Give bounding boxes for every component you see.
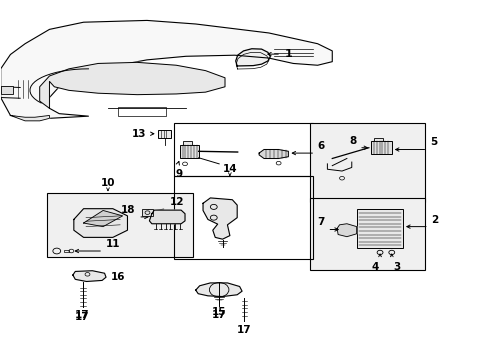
Text: 4: 4 — [370, 262, 378, 272]
Polygon shape — [235, 49, 270, 66]
Text: 10: 10 — [101, 178, 115, 188]
Text: 5: 5 — [429, 137, 436, 147]
Text: 17: 17 — [211, 310, 226, 320]
Bar — [310, 198, 424, 270]
Text: 9: 9 — [175, 168, 182, 179]
Text: 17: 17 — [237, 325, 251, 335]
Polygon shape — [74, 209, 127, 237]
Polygon shape — [0, 21, 331, 118]
Polygon shape — [40, 62, 224, 108]
Text: 6: 6 — [317, 141, 324, 151]
Text: 17: 17 — [75, 312, 90, 322]
Polygon shape — [336, 224, 356, 237]
Text: 13: 13 — [131, 129, 146, 139]
Text: 14: 14 — [222, 164, 237, 174]
Polygon shape — [149, 210, 184, 224]
Text: 15: 15 — [211, 307, 226, 316]
Polygon shape — [195, 283, 242, 297]
Bar — [47, 193, 193, 257]
Text: 11: 11 — [105, 239, 120, 249]
Bar — [180, 145, 198, 158]
Bar — [310, 123, 424, 202]
Text: 17: 17 — [75, 310, 90, 320]
Bar — [370, 141, 391, 154]
Bar — [182, 141, 192, 145]
Bar — [158, 130, 171, 138]
Bar — [142, 210, 153, 216]
Bar — [173, 123, 312, 176]
Polygon shape — [83, 211, 122, 226]
Text: 2: 2 — [430, 215, 437, 225]
Text: 16: 16 — [111, 272, 125, 282]
Bar — [373, 138, 383, 141]
Bar — [173, 176, 312, 259]
Polygon shape — [203, 198, 237, 239]
Text: 1: 1 — [284, 49, 292, 59]
Text: 3: 3 — [392, 262, 400, 272]
Bar — [64, 249, 69, 252]
Bar — [356, 209, 402, 248]
Text: 7: 7 — [317, 217, 325, 227]
Bar — [0, 86, 13, 94]
Text: 18: 18 — [121, 205, 136, 215]
Polygon shape — [10, 116, 49, 121]
Text: 12: 12 — [169, 197, 183, 207]
Polygon shape — [259, 149, 288, 158]
Polygon shape — [73, 271, 106, 282]
Text: 8: 8 — [349, 136, 356, 146]
Bar — [118, 107, 166, 116]
